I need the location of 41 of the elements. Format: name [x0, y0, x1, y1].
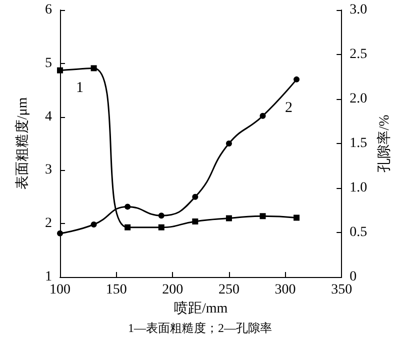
point	[57, 67, 63, 74]
y-tick-label: 6	[45, 2, 52, 18]
series-label: 1	[76, 80, 84, 96]
x-tick-label: 300	[274, 282, 296, 298]
point	[124, 204, 131, 210]
y2-tick-label: 2.0	[350, 92, 368, 106]
text: 1—表面粗糙度；2—孔隙率	[128, 321, 272, 335]
y2-tick-label: 1.0	[350, 180, 368, 196]
x-tick-label: 200	[162, 282, 184, 298]
x-tick-label: 250	[218, 282, 240, 298]
point	[158, 224, 164, 230]
y-tick-label: 5	[45, 56, 52, 71]
y2-tick-label: 0	[350, 270, 357, 284]
x-axis-title: 喷距/mm	[174, 300, 228, 316]
y-tick-label: 4	[45, 109, 52, 124]
y2-tick-label: 3.0	[350, 2, 368, 18]
y2-axis-title: 孔隙率/%	[376, 114, 392, 172]
point	[260, 213, 266, 220]
point	[260, 112, 266, 119]
point	[90, 221, 97, 228]
point	[226, 140, 232, 146]
y2-tick-label: 0.5	[350, 225, 368, 240]
point	[294, 76, 300, 82]
point	[294, 214, 300, 221]
point	[90, 65, 97, 72]
point	[192, 218, 198, 224]
y-tick-label: 1	[45, 270, 52, 284]
y-axis-title: 表面粗糙度/μm	[14, 97, 30, 190]
point	[124, 224, 131, 230]
y2-tick-label: 1.5	[350, 136, 368, 151]
point	[57, 230, 63, 236]
point	[192, 194, 198, 200]
series-label: 2	[285, 100, 292, 116]
y-tick-label: 2	[45, 216, 52, 232]
x-tick-label: 150	[106, 282, 127, 298]
x-tick-label: 350	[331, 282, 352, 298]
x-tick-label: 100	[50, 282, 70, 298]
y2-tick-label: 2.5	[350, 47, 368, 62]
point	[158, 212, 164, 219]
point	[226, 215, 232, 222]
y-tick-label: 3	[45, 162, 52, 178]
